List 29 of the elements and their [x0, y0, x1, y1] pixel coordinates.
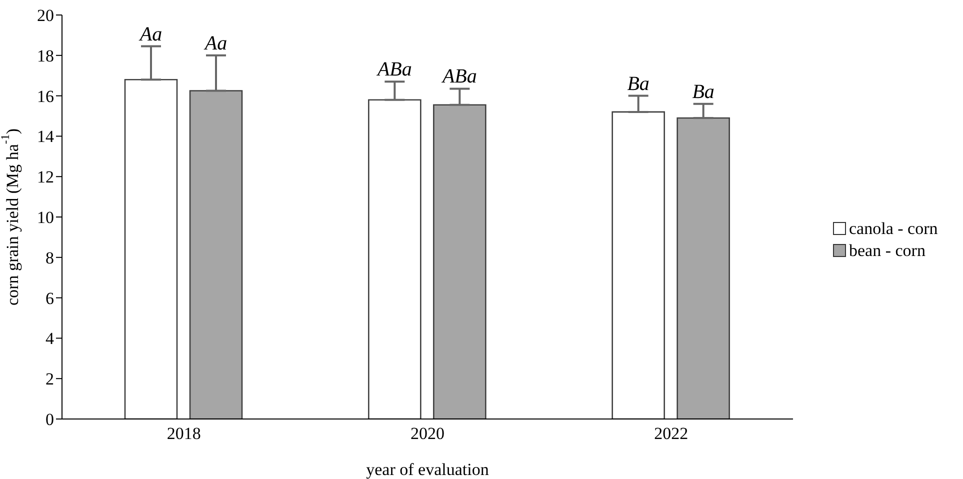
y-tick-label: 20 — [37, 6, 54, 26]
y-tick-label: 10 — [37, 208, 54, 228]
y-tick-label: 16 — [37, 86, 54, 106]
y-tick-label: 2 — [46, 370, 54, 389]
y-tick-label: 12 — [37, 168, 54, 187]
y-tick-label: 8 — [46, 248, 54, 268]
bar — [676, 117, 730, 419]
data-label: Aa — [202, 32, 228, 54]
bar — [612, 111, 665, 419]
legend-label: bean - corn — [849, 240, 926, 260]
data-label: Aa — [138, 23, 162, 46]
y-tick-label: 18 — [37, 46, 54, 66]
legend-label: canola - corn — [849, 218, 938, 238]
data-label: Ba — [692, 80, 714, 103]
bar — [368, 99, 422, 419]
x-tick-label: 2020 — [410, 424, 444, 444]
data-label: Ba — [627, 72, 650, 95]
bar — [433, 104, 486, 419]
y-tick-label: 0 — [46, 410, 54, 430]
bar — [124, 78, 178, 419]
bar — [189, 90, 243, 419]
data-label: ABa — [375, 58, 412, 81]
y-tick-label: 14 — [37, 127, 54, 146]
x-tick-label: 2022 — [654, 424, 688, 444]
x-axis-title: year of evaluation — [366, 460, 490, 479]
x-tick-label: 2018 — [166, 424, 201, 444]
y-tick-label: 6 — [46, 288, 54, 308]
y-tick-label: 4 — [46, 329, 54, 348]
data-label: ABa — [440, 66, 477, 88]
